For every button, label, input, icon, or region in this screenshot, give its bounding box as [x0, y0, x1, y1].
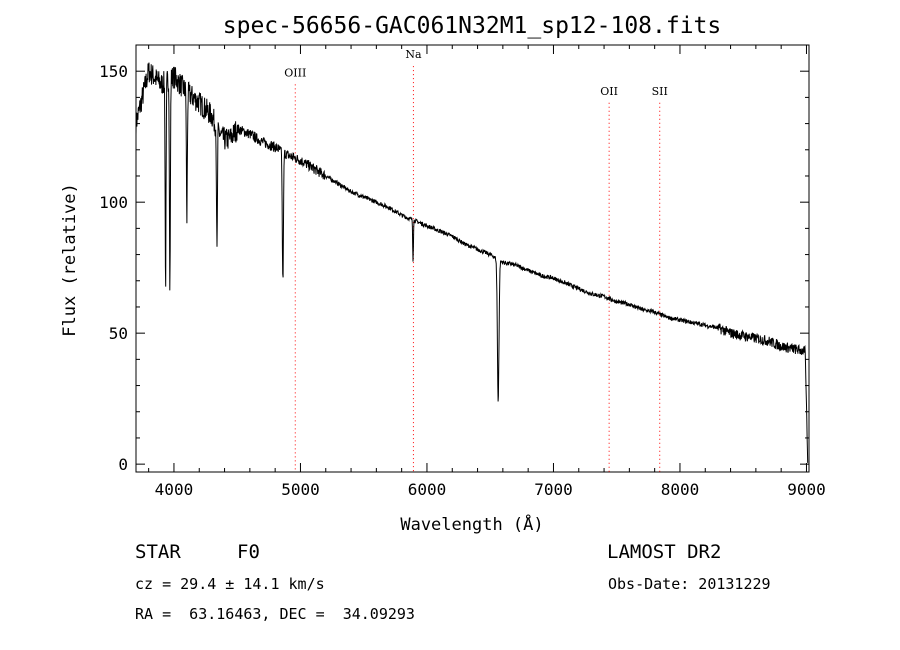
y-tick-label: 100: [99, 193, 128, 212]
spectral-line-label: SII: [652, 85, 668, 98]
spectral-line-label: OIII: [284, 66, 306, 79]
x-tick-label: 8000: [661, 480, 700, 499]
coordinates-text: RA = 63.16463, DEC = 34.09293: [135, 605, 415, 623]
spectral-line-label: Na: [405, 48, 422, 61]
plot-frame: [135, 44, 810, 473]
object-class: STAR: [135, 541, 181, 563]
y-tick-label: 0: [118, 455, 128, 474]
y-tick-label: 50: [109, 324, 128, 343]
plot-area: 4000 5000 6000 7000 8000 9000 0 50 100 150 OIII Na O…: [99, 44, 826, 499]
spectrum-line: [135, 62, 809, 463]
observation-date: Obs-Date: 20131229: [608, 575, 771, 593]
chart-title: spec-56656-GAC061N32M1_sp12-108.fits: [223, 13, 722, 39]
spectral-line-label: OII: [600, 85, 618, 98]
y-axis-label: Flux (relative): [60, 183, 80, 337]
y-tick-label: 150: [99, 62, 128, 81]
x-tick-label: 6000: [408, 480, 447, 499]
x-tick-label: 5000: [281, 480, 320, 499]
x-axis-label: Wavelength (Å): [400, 513, 543, 535]
x-tick-label: 4000: [155, 480, 194, 499]
survey-name: LAMOST DR2: [607, 541, 722, 563]
x-tick-label: 7000: [534, 480, 573, 499]
redshift-text: cz = 29.4 ± 14.1 km/s: [135, 575, 325, 593]
object-subclass: F0: [237, 541, 260, 563]
x-tick-label: 9000: [787, 480, 826, 499]
